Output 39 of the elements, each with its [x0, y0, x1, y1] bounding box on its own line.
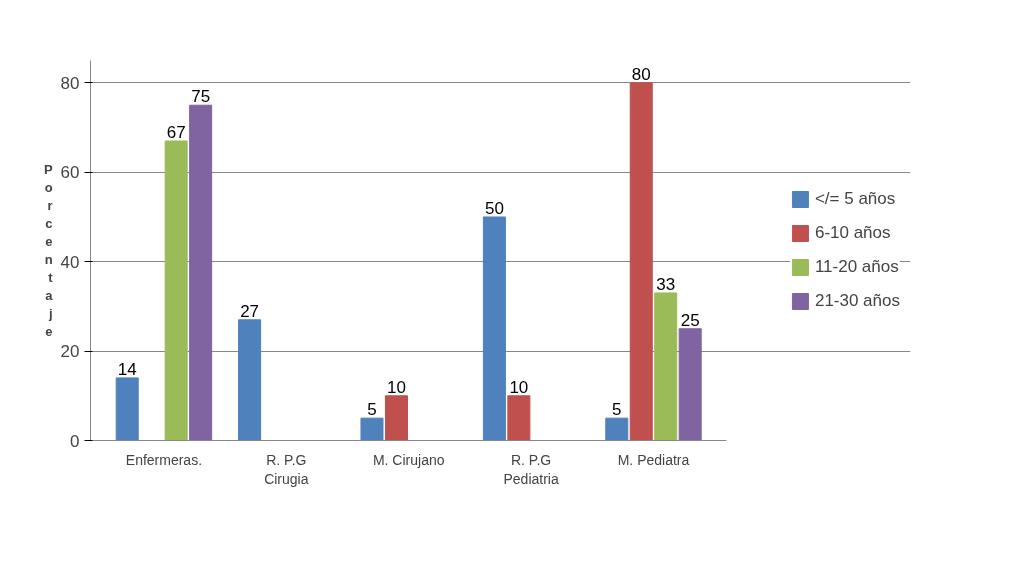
- legend-label: </= 5 años: [814, 189, 896, 209]
- bar: [115, 377, 139, 441]
- x-tick-label: Enfermeras.: [125, 451, 203, 468]
- x-tick-label: R. P.G Pediatria: [503, 451, 559, 487]
- x-tick-label: M. Cirujano: [372, 451, 445, 468]
- data-label: 67: [166, 122, 186, 142]
- data-label: 5: [612, 400, 622, 420]
- x-tick-label: R. P.G Cirugia: [264, 451, 309, 487]
- bar: [654, 292, 678, 441]
- bar: [678, 328, 702, 441]
- data-label: 27: [240, 301, 260, 321]
- data-label: 10: [387, 377, 406, 397]
- x-tick-label: M. Pediatra: [617, 451, 690, 468]
- bar: [189, 104, 213, 441]
- y-tick-label: 40: [60, 252, 80, 272]
- y-tick-label: 60: [60, 163, 80, 183]
- bar: [629, 82, 653, 441]
- data-label: 5: [367, 400, 377, 420]
- data-label: 14: [117, 359, 137, 379]
- data-label: 75: [191, 87, 211, 107]
- data-label: 25: [680, 310, 700, 330]
- bar: [164, 140, 188, 441]
- data-label: 80: [631, 64, 651, 84]
- bar: [605, 417, 629, 441]
- data-label: 50: [484, 198, 504, 218]
- y-tick-label: 80: [60, 73, 80, 93]
- legend-label: 21-30 años: [814, 291, 900, 311]
- text: Porcentaje: [43, 162, 53, 339]
- bar: [238, 319, 262, 441]
- data-label: 10: [509, 377, 529, 397]
- y-tick-label: 20: [60, 342, 80, 362]
- bar: [360, 417, 384, 441]
- bar: [507, 395, 531, 441]
- bar: [482, 216, 506, 441]
- y-tick-label: 0: [70, 431, 80, 451]
- data-label: 33: [656, 274, 676, 294]
- legend-label: 11-20 años: [814, 257, 899, 277]
- legend-label: 6-10 años: [814, 223, 891, 243]
- bar: [384, 395, 408, 441]
